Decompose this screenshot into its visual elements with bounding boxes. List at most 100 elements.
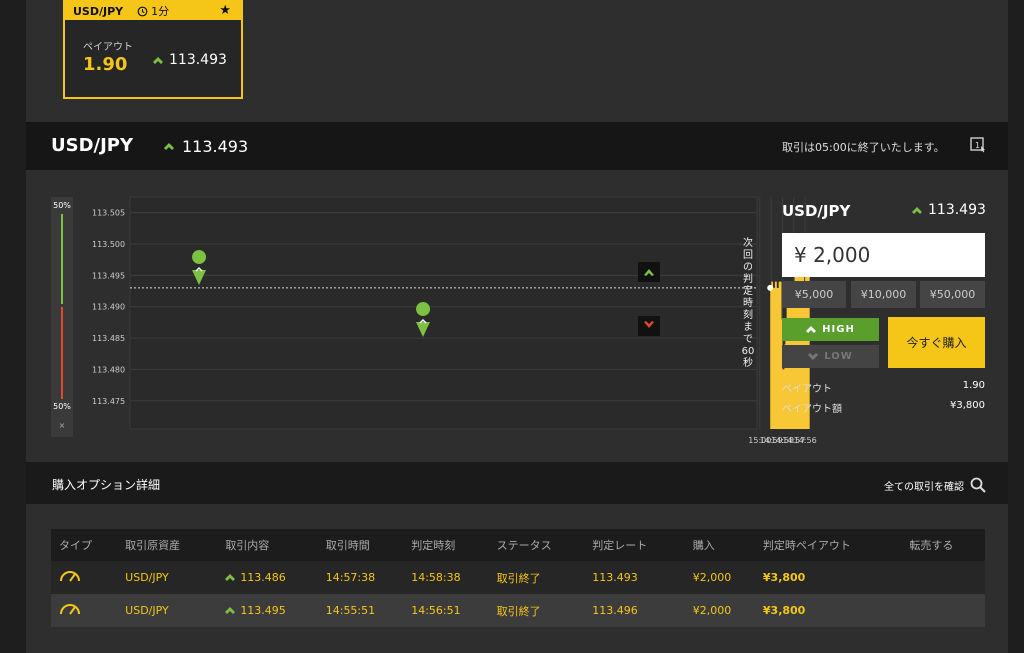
up-arrow-icon [806,326,817,333]
high-marker [638,262,660,282]
asset-card-pair: USD/JPY [73,4,124,18]
table-row: USD/JPY 113.486 14:57:38 14:58:38 取引終了 113.49… [51,561,985,594]
asset-card[interactable]: USD/JPY 1分 ★ ペイアウト 1.90 113.493 [63,0,243,99]
x-tick-label: 14:56 [794,436,817,445]
column-header: 転売する [901,529,985,561]
x-tick-label: 14:58 [771,436,794,445]
asset-card-rate-value: 113.493 [169,52,227,68]
y-tick-label: 113.495 [92,271,125,280]
table-cell: USD/JPY [117,594,218,627]
column-header: 取引時間 [317,529,404,561]
svg-text:1: 1 [975,141,980,150]
y-tick-label: 113.500 [92,240,125,249]
table-cell: 取引終了 [488,594,585,627]
gauge-top-percent: 50% [53,201,71,210]
gauge-close-button[interactable]: × [58,421,66,430]
table-cell: 14:57:38 [317,561,404,594]
asset-card-header: USD/JPY 1分 ★ [65,2,241,20]
table-cell: 取引終了 [488,561,585,594]
gauge-high-bar [61,214,63,304]
trade-marker-1 [192,250,207,285]
high-label: HIGH [822,324,855,335]
y-tick-label: 113.490 [92,303,125,312]
column-header: 判定時刻 [403,529,489,561]
column-header: 取引原資産 [117,529,218,561]
up-arrow-icon [644,269,654,276]
trade-content: 113.486 [217,561,318,594]
column-header: 判定時ペイアウト [754,529,902,561]
view-all-trades-link[interactable]: 全ての取引を確認 [884,477,986,493]
table-cell: 14:58:38 [403,561,489,594]
asset-card-payout: 1.90 [83,54,128,75]
trade-history-table: タイプ 取引原資産 取引内容 取引時間 判定時刻 ステータス 判定レート 購入 判定時ペイアウト… [51,529,985,627]
table-cell: 14:55:51 [317,594,404,627]
view-all-trades-label: 全ての取引を確認 [884,481,964,493]
star-icon[interactable]: ★ [219,3,231,18]
table-cell: ¥2,000 [684,594,755,627]
x-tick-label: 15:00 [748,436,771,445]
trade-marker-2 [416,302,431,337]
search-icon [970,477,986,493]
down-arrow-icon [808,353,819,360]
column-header: 取引内容 [217,529,318,561]
low-marker [638,316,660,336]
table-cell [901,561,985,594]
left-margin [0,0,26,653]
column-header: ステータス [488,529,585,561]
up-arrow-icon [225,607,236,614]
low-button[interactable]: LOW [782,345,879,368]
x-tick-label: 14:59 [760,436,783,445]
up-arrow-icon [912,206,922,214]
duration-label: 1分 [151,5,170,18]
amount-input[interactable]: ¥ 2,000 [782,233,985,277]
y-axis-ticks: 113.505 113.500 113.495 113.490 113.485 113.4… [92,209,125,406]
table-cell: USD/JPY [117,561,218,594]
x-tick-label: 14:57 [782,436,805,445]
clock-icon [137,6,148,16]
column-header: 判定レート [584,529,685,561]
map-pin-icon [416,302,431,337]
column-header: タイプ [51,529,118,561]
table-cell: ¥2,000 [684,561,755,594]
low-label: LOW [824,351,853,362]
buy-now-button[interactable]: 今すぐ購入 [888,317,985,368]
y-tick-label: 113.480 [92,365,125,374]
down-arrow-icon [644,321,654,328]
history-header: 購入オプション詳細 全ての取引を確認 [26,462,1008,504]
header-rate-value: 113.493 [182,137,249,156]
payout-value: 1.90 [962,380,985,391]
quick-amount-10000[interactable]: ¥10,000 [851,281,916,308]
gauge-bottom-percent: 50% [53,402,71,411]
table-cell: ¥3,800 [754,594,902,627]
high-button[interactable]: HIGH [782,318,879,341]
sentiment-gauge: 50% 50% × [51,197,73,437]
trade-pair: USD/JPY [782,202,851,220]
table-cell: 14:56:51 [403,594,489,627]
current-rate-dot [767,284,774,291]
history-title: 購入オプション詳細 [52,478,161,492]
column-header: 購入 [684,529,755,561]
asset-card-rate: 113.493 [153,52,227,68]
trade-content: 113.495 [217,594,318,627]
countdown-label: 次回の判定時刻まで60秒 [741,238,755,369]
map-pin-icon [192,250,207,285]
asset-card-payout-label: ペイアウト [83,42,133,53]
gauge-type-icon [51,561,118,594]
y-tick-label: 113.475 [92,397,125,406]
single-chart-view-icon[interactable]: 1 [970,137,986,153]
payout-label: ペイアウト [782,384,832,395]
quick-amount-50000[interactable]: ¥50,000 [920,281,985,308]
payout-amount-row: ペイアウト額 ¥3,800 [782,400,985,415]
duration: 1分 [137,3,169,19]
table-cell [901,594,985,627]
trade-rate: 113.493 [912,202,986,218]
asset-header-bar: USD/JPY 113.493 取引は05:00に終了いたします。 1 [26,122,1008,170]
closing-notice: 取引は05:00に終了いたします。 [782,141,945,154]
quick-amount-5000[interactable]: ¥5,000 [782,281,846,308]
chart-plot-area [129,196,758,430]
table-cell: 113.493 [584,561,685,594]
y-tick-label: 113.505 [92,209,125,218]
header-rate: 113.493 [164,137,248,156]
